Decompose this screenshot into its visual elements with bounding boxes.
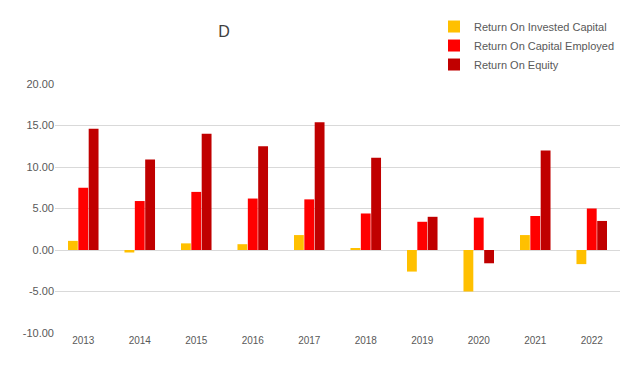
svg-text:2018: 2018 <box>355 335 378 346</box>
svg-text:5.00: 5.00 <box>33 202 54 214</box>
svg-text:15.00: 15.00 <box>26 119 54 131</box>
svg-text:20.00: 20.00 <box>26 78 54 90</box>
svg-text:2017: 2017 <box>298 335 321 346</box>
svg-text:2021: 2021 <box>524 335 547 346</box>
svg-text:10.00: 10.00 <box>26 161 54 173</box>
svg-text:0.00: 0.00 <box>33 244 54 256</box>
svg-text:Return On Capital Employed: Return On Capital Employed <box>474 40 614 52</box>
svg-text:D: D <box>218 23 230 40</box>
svg-text:2014: 2014 <box>129 335 152 346</box>
svg-text:-5.00: -5.00 <box>29 285 54 297</box>
svg-text:2015: 2015 <box>185 335 208 346</box>
svg-text:Return On Invested Capital: Return On Invested Capital <box>474 21 607 33</box>
svg-text:2022: 2022 <box>581 335 604 346</box>
svg-text:2013: 2013 <box>72 335 95 346</box>
svg-text:-10.00: -10.00 <box>23 327 54 339</box>
svg-text:2016: 2016 <box>242 335 265 346</box>
svg-text:Return On Equity: Return On Equity <box>474 59 559 71</box>
svg-text:2020: 2020 <box>468 335 491 346</box>
svg-text:2019: 2019 <box>411 335 434 346</box>
